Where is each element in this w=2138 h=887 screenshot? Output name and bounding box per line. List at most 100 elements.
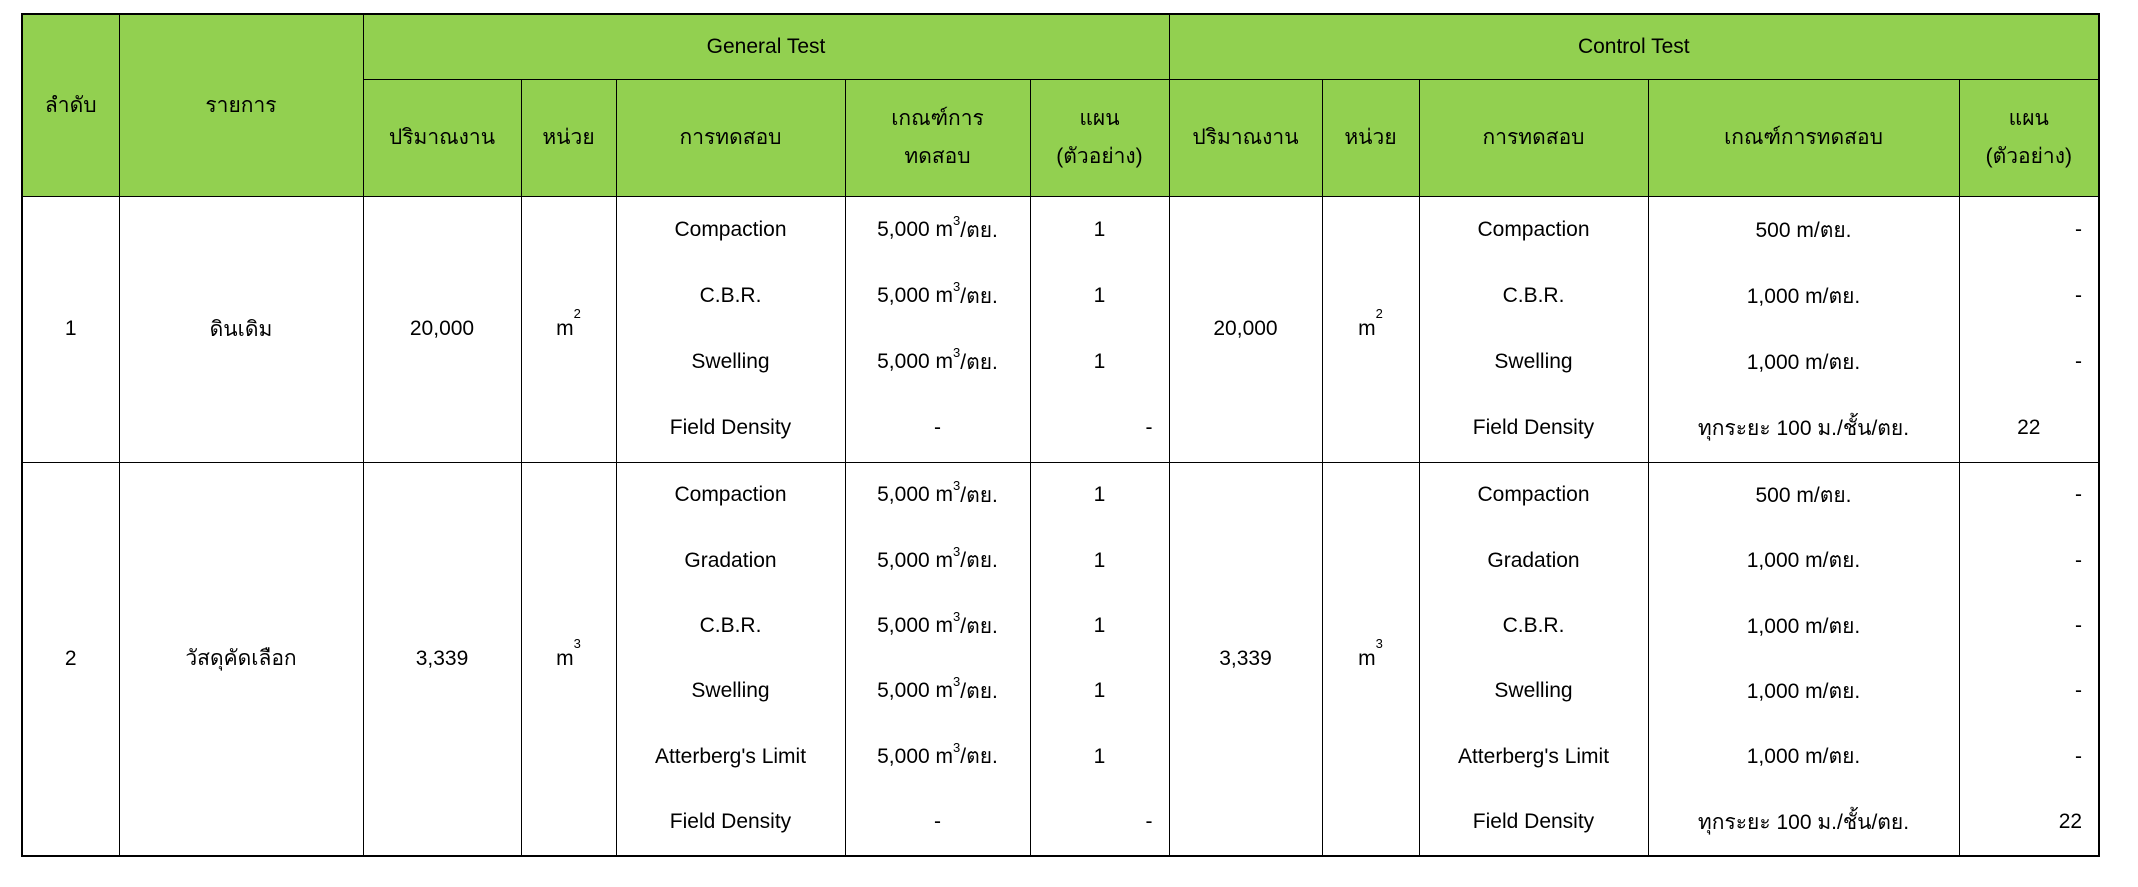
- general-criteria-cell-stack: 5,000 m 3/ตย. 5,000 m 3/ตย. 5,000 m 3/ตย. 5,00…: [846, 463, 1029, 855]
- control-plan-value: 22: [2058, 810, 2083, 834]
- row-number-cell: 1: [21, 195, 120, 463]
- control-test-criteria: 1,000 m/ตย.: [1746, 679, 1861, 703]
- item-name-cell: ดินเดิม: [118, 195, 364, 463]
- header-control-plan-line2: (ตัวอย่าง): [1985, 144, 2072, 168]
- general-test-name: Field Density: [669, 810, 792, 834]
- general-unit-cell: m3: [520, 461, 617, 857]
- general-plan-cell: 1 1 1 1 1 -: [1029, 461, 1170, 857]
- general-criteria-cell-stack: 5,000 m 3/ตย. 5,000 m 3/ตย. 5,000 m 3/ตย. -: [846, 197, 1029, 461]
- header-item: รายการ: [118, 13, 364, 197]
- general-tests-cell-stack: Compaction C.B.R. Swelling Field Density: [617, 197, 844, 461]
- control-test-criteria: 1,000 m/ตย.: [1746, 549, 1861, 573]
- control-plan-value: 22: [2017, 416, 2041, 439]
- header-sub-row: ปริมาณงาน หน่วย การทดสอบ เกณฑ์การ ทดสอบ …: [22, 78, 2100, 197]
- control-test-criteria: ทุกระยะ 100 ม./ชั้น/ตย.: [1697, 810, 1910, 834]
- general-unit-cell: m2: [520, 195, 617, 463]
- header-control-quantity: ปริมาณงาน: [1168, 78, 1323, 197]
- general-plan-value: -: [1145, 810, 1153, 834]
- control-plan-cell: - - - - - 22: [1958, 461, 2100, 857]
- header-control-criteria: เกณฑ์การทดสอบ: [1647, 78, 1960, 197]
- general-test-criteria: -: [934, 416, 941, 439]
- control-plan-value: -: [2075, 548, 2083, 572]
- general-tests-cell: Compaction C.B.R. Swelling Field Density: [615, 195, 846, 463]
- general-plan-value: 1: [1093, 284, 1106, 307]
- general-test-name: C.B.R.: [699, 614, 762, 638]
- header-general-criteria: เกณฑ์การ ทดสอบ: [844, 78, 1031, 197]
- control-criteria-cell-stack: 500 m/ตย. 1,000 m/ตย. 1,000 m/ตย. ทุกระยะ 1…: [1649, 197, 1958, 461]
- superscript: 3: [1375, 635, 1383, 651]
- control-test-criteria: 1,000 m/ตย.: [1746, 745, 1861, 769]
- superscript: 2: [1375, 306, 1383, 321]
- general-test-name: Swelling: [691, 350, 770, 373]
- superscript: 2: [573, 306, 581, 321]
- control-test-name: C.B.R.: [1502, 614, 1565, 638]
- general-test-criteria: 5,000 m 3/ตย.: [877, 543, 998, 573]
- control-plan-value: -: [2075, 679, 2083, 703]
- control-test-name: Swelling: [1494, 350, 1573, 373]
- control-tests-cell-stack: Compaction C.B.R. Swelling Field Density: [1420, 197, 1647, 461]
- control-test-name: Compaction: [1477, 483, 1590, 507]
- general-test-criteria: 5,000 m 3/ตย.: [877, 609, 998, 638]
- general-tests-cell-stack: Compaction Gradation C.B.R. Swelling Atterbe…: [617, 463, 844, 855]
- general-plan-value: 1: [1093, 350, 1106, 373]
- control-test-criteria: ทุกระยะ 100 ม./ชั้น/ตย.: [1697, 416, 1910, 440]
- control-plan-value: -: [2075, 483, 2083, 507]
- general-plan-value: 1: [1093, 679, 1106, 703]
- table-row: 2 วัสดุคัดเลือก 3,339 m3 Compaction Gradation…: [21, 461, 2100, 857]
- general-unit-value: m3: [556, 635, 581, 670]
- header-control-unit: หน่วย: [1321, 78, 1420, 197]
- control-test-name: Compaction: [1477, 218, 1590, 241]
- header-general-plan-line2: (ตัวอย่าง): [1056, 144, 1143, 168]
- general-unit-value: m2: [556, 306, 581, 340]
- superscript: 3: [573, 635, 581, 651]
- general-plan-cell-stack: 1 1 1 1 1 -: [1031, 463, 1168, 855]
- general-test-criteria: 5,000 m 3/ตย.: [877, 478, 998, 507]
- item-name-cell: วัสดุคัดเลือก: [118, 461, 364, 857]
- control-plan-value: -: [2075, 744, 2083, 768]
- control-criteria-cell-stack: 500 m/ตย. 1,000 m/ตย. 1,000 m/ตย. 1,000 m/ต…: [1649, 463, 1958, 855]
- control-unit-value: m2: [1358, 306, 1383, 340]
- control-plan-value: -: [2075, 218, 2083, 241]
- table-body: 1 ดินเดิม 20,000 m2 Compaction C.B.R. Swelling…: [21, 195, 2100, 857]
- control-unit-value: m3: [1358, 635, 1383, 670]
- control-plan-cell: - - - 22: [1958, 195, 2100, 463]
- control-tests-cell: Compaction C.B.R. Swelling Field Density: [1418, 195, 1649, 463]
- header-control-plan: แผน (ตัวอย่าง): [1958, 78, 2100, 197]
- header-general-criteria-line1: เกณฑ์การ: [891, 106, 984, 130]
- general-plan-value: -: [1145, 416, 1153, 439]
- header-control-plan-line1: แผน: [2008, 106, 2049, 130]
- control-test-name: Field Density: [1472, 416, 1595, 439]
- general-plan-cell-stack: 1 1 1 -: [1031, 197, 1168, 461]
- control-test-name: C.B.R.: [1502, 284, 1565, 307]
- control-criteria-cell: 500 m/ตย. 1,000 m/ตย. 1,000 m/ตย. 1,000 m/ต…: [1647, 461, 1960, 857]
- general-test-criteria: -: [934, 810, 941, 834]
- general-plan-value: 1: [1093, 614, 1106, 638]
- control-test-criteria: 500 m/ตย.: [1755, 483, 1852, 507]
- general-criteria-cell: 5,000 m 3/ตย. 5,000 m 3/ตย. 5,000 m 3/ตย. 5,00…: [844, 461, 1031, 857]
- control-test-criteria: 1,000 m/ตย.: [1746, 284, 1861, 308]
- header-general-plan-line1: แผน: [1079, 106, 1120, 130]
- header-general-criteria-line2: ทดสอบ: [904, 144, 971, 168]
- general-plan-value: 1: [1093, 548, 1106, 572]
- control-quantity-cell: 20,000: [1168, 195, 1323, 463]
- control-test-criteria: 500 m/ตย.: [1755, 218, 1852, 242]
- table-header: ลำดับ รายการ General Test Control Test ป…: [21, 13, 2100, 197]
- control-test-name: Atterberg's Limit: [1457, 744, 1610, 768]
- general-test-name: C.B.R.: [699, 284, 762, 307]
- header-no: ลำดับ: [21, 13, 120, 197]
- control-test-criteria: 1,000 m/ตย.: [1746, 350, 1861, 374]
- general-test-criteria: 5,000 m 3/ตย.: [877, 279, 998, 308]
- general-test-name: Field Density: [669, 416, 792, 439]
- test-plan-table: ลำดับ รายการ General Test Control Test ป…: [21, 13, 2101, 857]
- header-general-quantity: ปริมาณงาน: [362, 78, 522, 197]
- header-group-general: General Test: [362, 13, 1170, 80]
- general-test-name: Swelling: [691, 679, 770, 703]
- header-group-row: ลำดับ รายการ General Test Control Test: [21, 13, 2100, 197]
- general-test-criteria: 5,000 m 3/ตย.: [877, 674, 998, 703]
- control-unit-cell: m2: [1321, 195, 1420, 463]
- control-plan-value: -: [2075, 614, 2083, 638]
- general-plan-value: 1: [1093, 483, 1106, 507]
- header-control-test: การทดสอบ: [1418, 78, 1649, 197]
- header-general-unit: หน่วย: [520, 78, 617, 197]
- header-group-control: Control Test: [1168, 13, 2100, 80]
